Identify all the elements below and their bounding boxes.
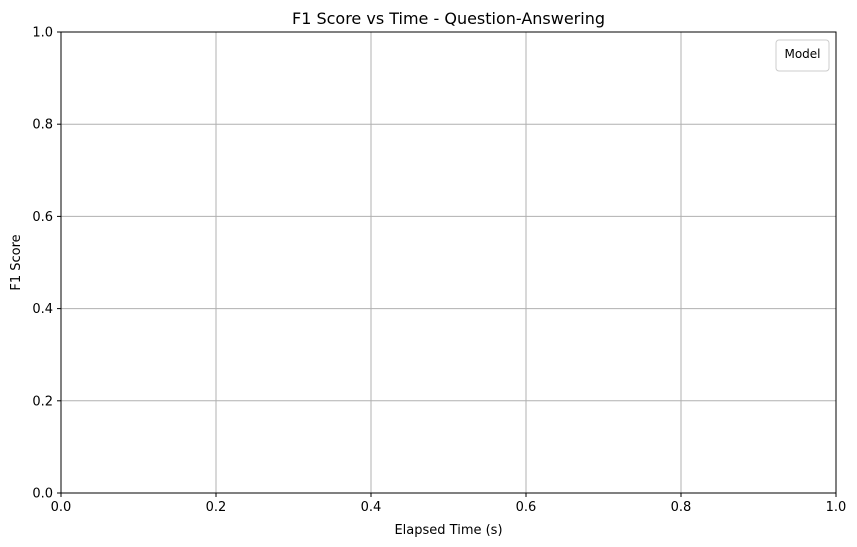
y-tick-label: 0.0 [32,487,53,502]
y-tick-label: 0.6 [32,210,53,225]
x-tick-label: 1.0 [826,500,847,515]
y-tick-label: 0.8 [32,118,53,133]
y-tick-label: 1.0 [32,26,53,41]
x-tick-label: 0.0 [51,500,72,515]
plot-area-frame [60,31,837,494]
axis-ticks: 0.0 0.2 0.4 0.6 0.8 1.0 0.0 0.2 0.4 0.6 0.8 1.0 [32,26,846,516]
legend-box [775,39,830,72]
x-tick-label: 0.6 [516,500,537,515]
chart-title: F1 Score vs Time - Question-Answering [292,9,605,28]
x-axis-label: Elapsed Time (s) [394,523,502,538]
x-tick-label: 0.2 [206,500,227,515]
x-tick-label: 0.4 [361,500,382,515]
legend-title: Model [784,47,820,61]
x-tick-label: 0.8 [671,500,692,515]
legend: Model [775,39,830,72]
y-axis-label: F1 Score [9,234,24,290]
y-tick-label: 0.4 [32,302,53,317]
y-tick-label: 0.2 [32,394,53,409]
